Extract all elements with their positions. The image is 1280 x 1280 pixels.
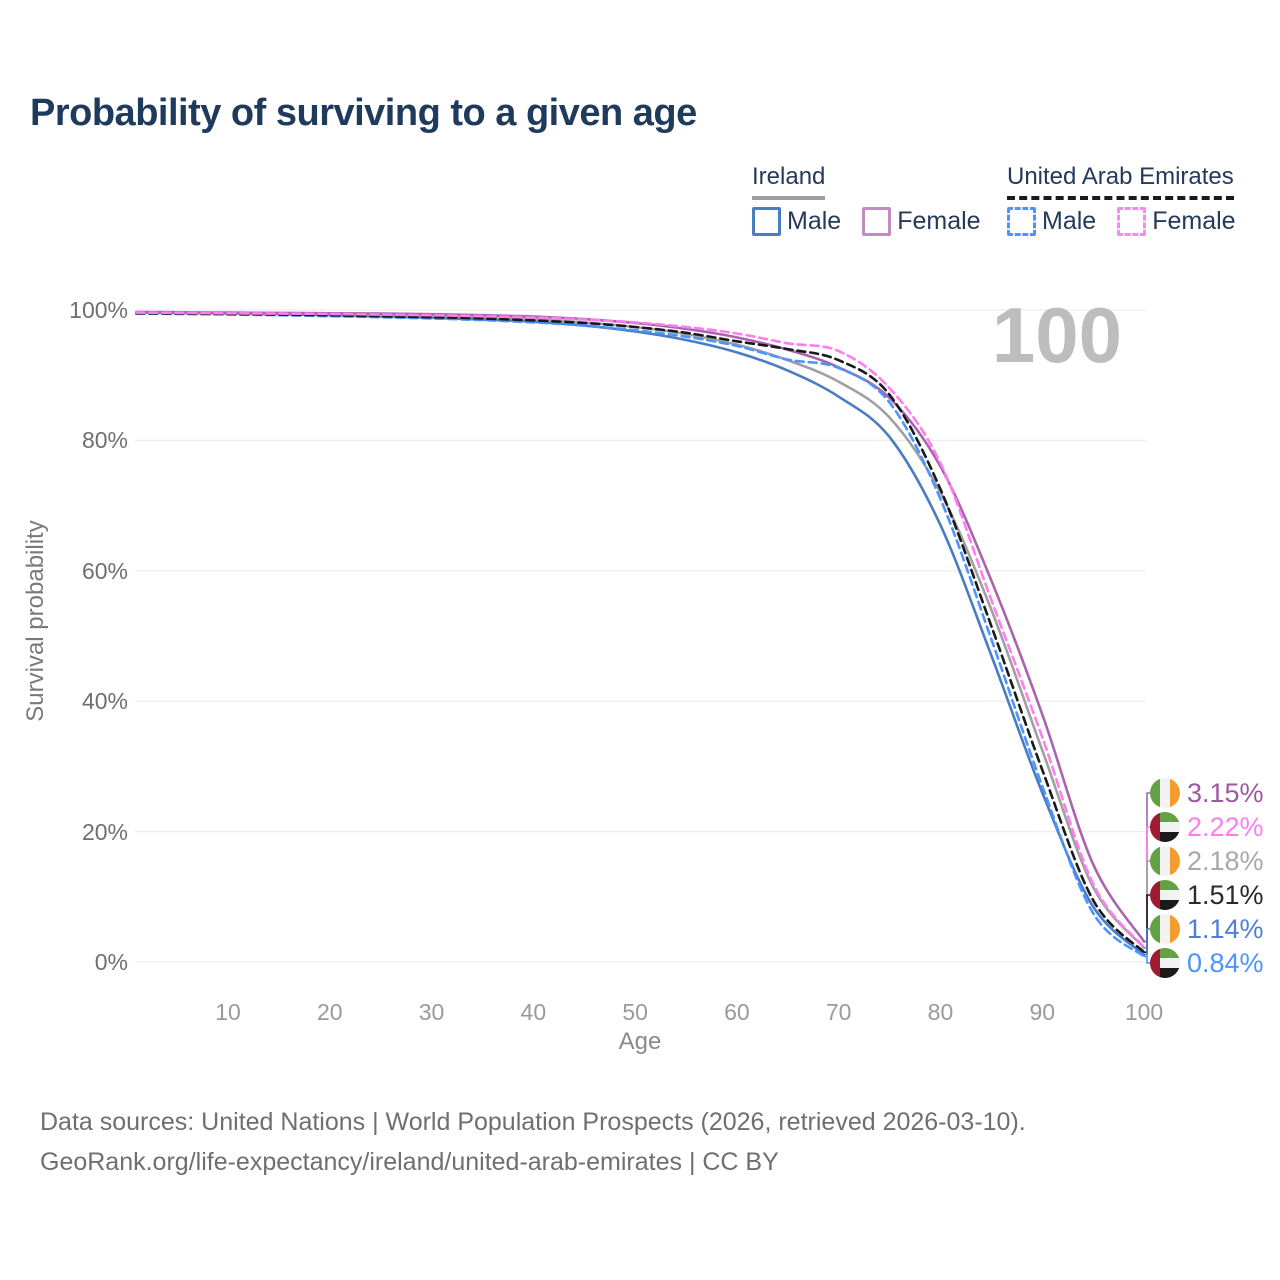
legend-group-uae: United Arab Emirates Male Female bbox=[1007, 163, 1257, 236]
x-tick-60: 60 bbox=[724, 999, 750, 1025]
end-label-row-ireland-both-sexes-: 2.18% bbox=[1150, 844, 1264, 878]
age-watermark: 100 bbox=[991, 291, 1122, 379]
line-united-arab-emirates-female[interactable] bbox=[135, 311, 1146, 949]
uae-flag-icon bbox=[1150, 880, 1180, 910]
line-united-arab-emirates-male[interactable] bbox=[135, 312, 1146, 958]
x-tick-90: 90 bbox=[1029, 999, 1056, 1025]
end-label-row-united-arab-emirates-both-sexes-: 1.51% bbox=[1150, 878, 1264, 912]
legend-item-ireland-female[interactable]: Female bbox=[862, 207, 981, 236]
ireland-female-swatch-icon bbox=[862, 207, 892, 236]
end-label-row-united-arab-emirates-female: 2.22% bbox=[1150, 810, 1264, 844]
line-ireland-female[interactable] bbox=[135, 310, 1146, 943]
uae-flag-icon bbox=[1150, 812, 1180, 842]
page-title: Probability of surviving to a given age bbox=[30, 92, 697, 134]
y-tick-60: 60% bbox=[81, 557, 128, 584]
legend-item-ireland-male[interactable]: Male bbox=[752, 207, 841, 236]
attribution-text: GeoRank.org/life-expectancy/ireland/unit… bbox=[40, 1148, 779, 1176]
legend-uae-female-label: Female bbox=[1152, 207, 1236, 235]
x-tick-30: 30 bbox=[418, 999, 445, 1025]
x-tick-80: 80 bbox=[927, 999, 954, 1025]
x-tick-40: 40 bbox=[520, 999, 547, 1025]
end-label-value: 1.14% bbox=[1187, 913, 1264, 944]
line-united-arab-emirates-both-sexes-[interactable] bbox=[135, 312, 1146, 954]
y-axis-title: Survival probability bbox=[22, 520, 49, 722]
end-label-value: 2.18% bbox=[1187, 845, 1264, 876]
y-tick-0: 0% bbox=[94, 949, 128, 975]
ireland-flag-icon bbox=[1150, 846, 1180, 876]
legend-ireland-title: Ireland bbox=[752, 163, 826, 200]
end-label-value: 3.15% bbox=[1187, 777, 1264, 808]
legend-ireland-row: Male Female bbox=[752, 207, 1002, 236]
end-label-row-ireland-female: 3.15% bbox=[1150, 776, 1264, 810]
legend-group-ireland: Ireland Male Female bbox=[752, 163, 1002, 236]
y-tick-40: 40% bbox=[81, 688, 128, 715]
uae-male-swatch-icon bbox=[1007, 207, 1036, 236]
y-tick-100: 100% bbox=[69, 297, 128, 323]
x-tick-20: 20 bbox=[316, 999, 343, 1025]
legend-uae-male-label: Male bbox=[1042, 207, 1097, 235]
uae-flag-icon bbox=[1150, 948, 1180, 978]
end-label-value: 1.51% bbox=[1187, 879, 1264, 910]
end-label-value: 2.22% bbox=[1187, 811, 1264, 842]
legend-item-uae-female[interactable]: Female bbox=[1117, 207, 1236, 236]
end-label-value: 0.84% bbox=[1187, 947, 1264, 978]
x-tick-50: 50 bbox=[622, 999, 648, 1025]
legend-ireland-female-label: Female bbox=[897, 207, 981, 235]
end-label-row-ireland-male: 1.14% bbox=[1150, 912, 1264, 946]
y-tick-20: 20% bbox=[81, 818, 128, 845]
ireland-flag-icon bbox=[1150, 778, 1180, 808]
legend-uae-row: Male Female bbox=[1007, 207, 1257, 236]
legend-item-uae-male[interactable]: Male bbox=[1007, 207, 1096, 236]
x-tick-10: 10 bbox=[215, 999, 241, 1025]
data-sources-text: Data sources: United Nations | World Pop… bbox=[40, 1108, 1026, 1136]
x-tick-70: 70 bbox=[825, 999, 852, 1025]
legend-ireland-male-label: Male bbox=[787, 207, 842, 235]
ireland-flag-icon bbox=[1150, 914, 1180, 944]
uae-female-swatch-icon bbox=[1117, 207, 1147, 236]
y-tick-80: 80% bbox=[81, 427, 128, 454]
end-label-row-united-arab-emirates-male: 0.84% bbox=[1150, 946, 1264, 980]
legend-uae-title: United Arab Emirates bbox=[1007, 163, 1234, 200]
x-axis-title: Age bbox=[618, 1028, 662, 1055]
ireland-male-swatch-icon bbox=[752, 207, 781, 236]
x-tick-100: 100 bbox=[1124, 999, 1164, 1025]
